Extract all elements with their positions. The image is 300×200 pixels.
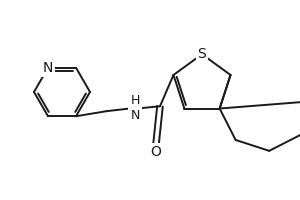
Text: H
N: H N [130, 94, 140, 122]
Text: N: N [43, 61, 53, 75]
Text: S: S [198, 47, 206, 61]
Text: O: O [151, 145, 161, 159]
